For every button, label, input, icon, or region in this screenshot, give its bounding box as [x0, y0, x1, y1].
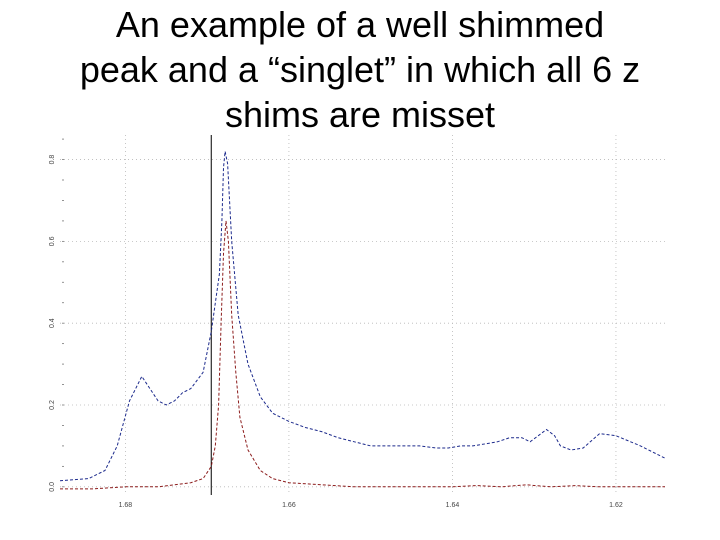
x-tick-label-3: 1.62 [609, 502, 623, 509]
y-tick-label-0: 0.0 [49, 482, 56, 492]
y-tick-label-4: 0.8 [49, 155, 56, 165]
chart-grid [60, 135, 665, 495]
series-line-0 [59, 151, 666, 482]
x-tick-label-1: 1.66 [282, 502, 296, 509]
series-line-1 [60, 220, 665, 490]
x-tick-label-0: 1.68 [119, 502, 133, 509]
slide-title-line-3: shims are misset [224, 94, 496, 135]
slide-title-line-2: peak and a “singlet” in which all 6 z [79, 49, 641, 90]
slide-title: An example of a well shimmed peak and a … [20, 2, 700, 137]
y-tick-label-2: 0.4 [49, 318, 56, 328]
y-tick-label-1: 0.2 [49, 400, 56, 410]
slide-title-line-1: An example of a well shimmed [115, 4, 605, 45]
y-tick-label-3: 0.6 [49, 236, 56, 246]
chart-axes: 0.0 0.2 0.4 0.6 0.8 1.68 1.66 1.64 1.62 [49, 135, 623, 509]
chart-series [59, 151, 666, 490]
x-tick-label-2: 1.64 [446, 502, 460, 509]
